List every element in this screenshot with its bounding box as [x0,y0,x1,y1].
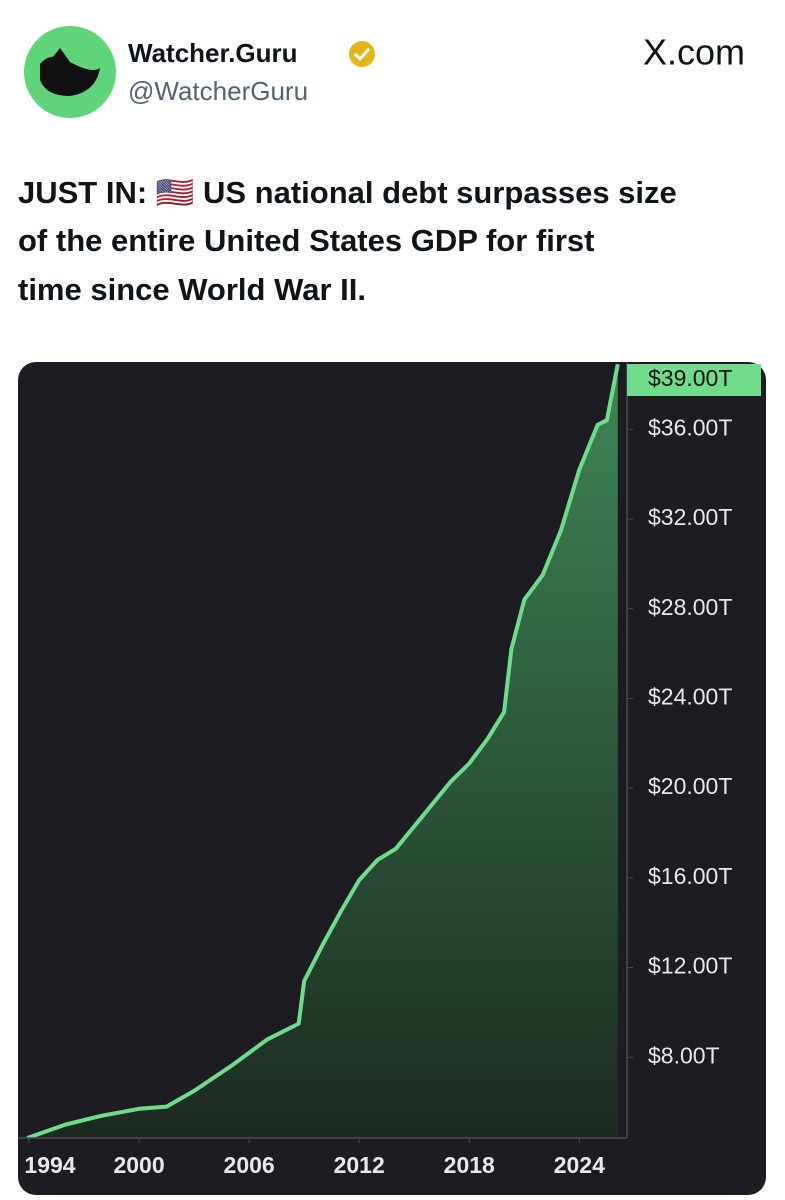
y-tick-label: $16.00T [648,863,732,889]
y-tick-label: $12.00T [648,953,732,979]
avatar-logo [40,48,100,96]
y-tick-label: $20.00T [648,773,732,799]
verified-badge [349,41,375,67]
tweet-line: of the entire United States GDP for firs… [18,223,594,258]
current-value-label: $39.00T [648,365,732,391]
series [26,363,620,1138]
x-tick-label: 2024 [554,1152,605,1178]
user-handle[interactable]: @WatcherGuru [128,76,308,106]
line [26,363,620,1138]
tweet-line: JUST IN: 🇺🇸 US national debt surpasses s… [18,175,677,210]
site-label: X.com [643,32,745,73]
x-tick-label: 2006 [224,1152,275,1178]
area [27,364,618,1138]
y-tick-label: $36.00T [648,414,732,440]
y-tick-label: $28.00T [648,594,732,620]
y-tick-label: $32.00T [648,504,732,530]
x-tick-label: 2012 [334,1152,385,1178]
x-tick-label: 1994 [24,1152,75,1178]
y-tick-label: $8.00T [648,1042,720,1068]
user-name[interactable]: Watcher.Guru [128,38,298,68]
tweet-line: time since World War II. [18,272,366,307]
y-tick-label: $24.00T [648,683,732,709]
current-value-box [627,364,761,396]
x-tick-label: 2018 [444,1152,495,1178]
x-tick-label: 2000 [113,1152,164,1178]
